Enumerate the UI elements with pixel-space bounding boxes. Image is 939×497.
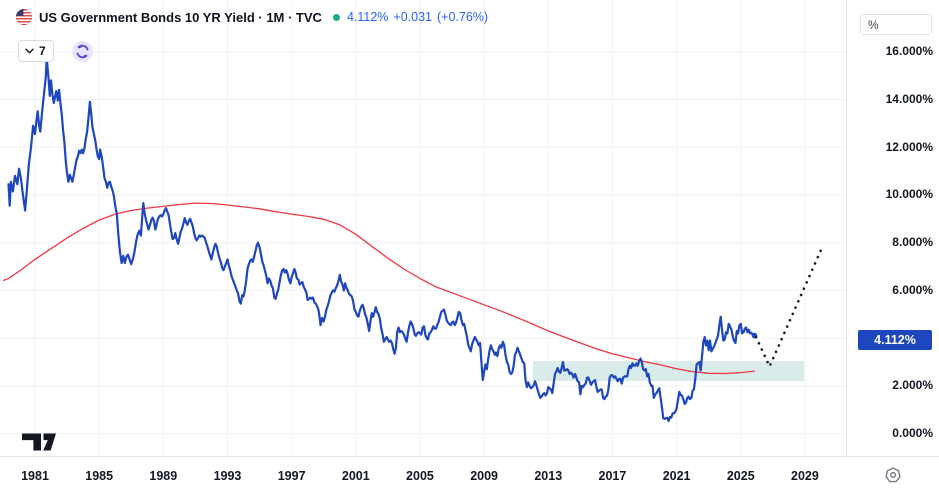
chevron-down-icon (25, 48, 34, 54)
highlight-band (533, 361, 805, 381)
change-absolute: +0.031 (393, 10, 432, 24)
time-tick-label: 2013 (534, 469, 563, 483)
indicators-collapse-button[interactable]: 7 (18, 40, 54, 62)
legend-values: 4.112% +0.031 (+0.76%) (347, 10, 488, 24)
time-tick-label: 1981 (21, 469, 49, 483)
market-status-dot-icon (332, 13, 340, 21)
time-tick-label: 1997 (277, 469, 306, 483)
time-tick-label: 2009 (470, 469, 499, 483)
yield-line[interactable] (7, 56, 756, 423)
tradingview-logo[interactable] (21, 431, 57, 452)
time-axis[interactable]: 1981 1985 1989 1993 1997 2001 2005 2009 2013 2017… (0, 456, 939, 497)
indicators-count: 7 (39, 44, 46, 58)
time-tick-label: 1993 (213, 469, 242, 483)
time-tick-label: 2025 (726, 469, 755, 483)
time-tick-label: 1985 (85, 469, 114, 483)
price-tick-label: 16.000% (885, 44, 933, 59)
time-tick-label: 2017 (598, 469, 627, 483)
price-tick-label: 12.000% (885, 139, 933, 154)
last-value: 4.112% (346, 10, 389, 24)
time-tick-label: 2021 (662, 469, 691, 483)
ma-line[interactable] (3, 202, 756, 375)
price-tick-label: 8.000% (892, 235, 933, 250)
price-tick-label: 14.000% (885, 91, 933, 106)
us-flag-icon (16, 9, 32, 25)
projection-dotted-line[interactable] (754, 245, 824, 370)
legend-row2: 7 (18, 40, 93, 62)
price-tick-label: 6.000% (892, 282, 933, 297)
time-tick-label: 2029 (791, 469, 819, 483)
sync-arrows-icon[interactable] (71, 40, 93, 62)
time-tick-label: 1989 (149, 469, 178, 483)
last-price-label: 4.112% (858, 329, 932, 350)
price-axis[interactable]: % 4.112% 16.000% 14.000% 12.000% 10.000% 8.0… (846, 0, 939, 456)
chart-plot-area[interactable] (0, 0, 846, 456)
price-tick-label: 2.000% (892, 378, 933, 393)
time-tick-label: 2005 (406, 469, 434, 483)
price-tick-label: 10.000% (885, 187, 933, 202)
symbol-legend: US Government Bonds 10 YR Yield · 1M · T… (16, 9, 488, 25)
unit-selector-button[interactable]: % (860, 14, 932, 35)
scale-settings-icon[interactable] (884, 466, 902, 484)
change-percent: (+0.76%) (437, 10, 489, 24)
time-tick-label: 2001 (341, 469, 370, 483)
price-tick-label: 0.000% (892, 426, 933, 441)
symbol-title[interactable]: US Government Bonds 10 YR Yield · 1M · T… (39, 9, 322, 25)
unit-label: % (868, 17, 879, 32)
